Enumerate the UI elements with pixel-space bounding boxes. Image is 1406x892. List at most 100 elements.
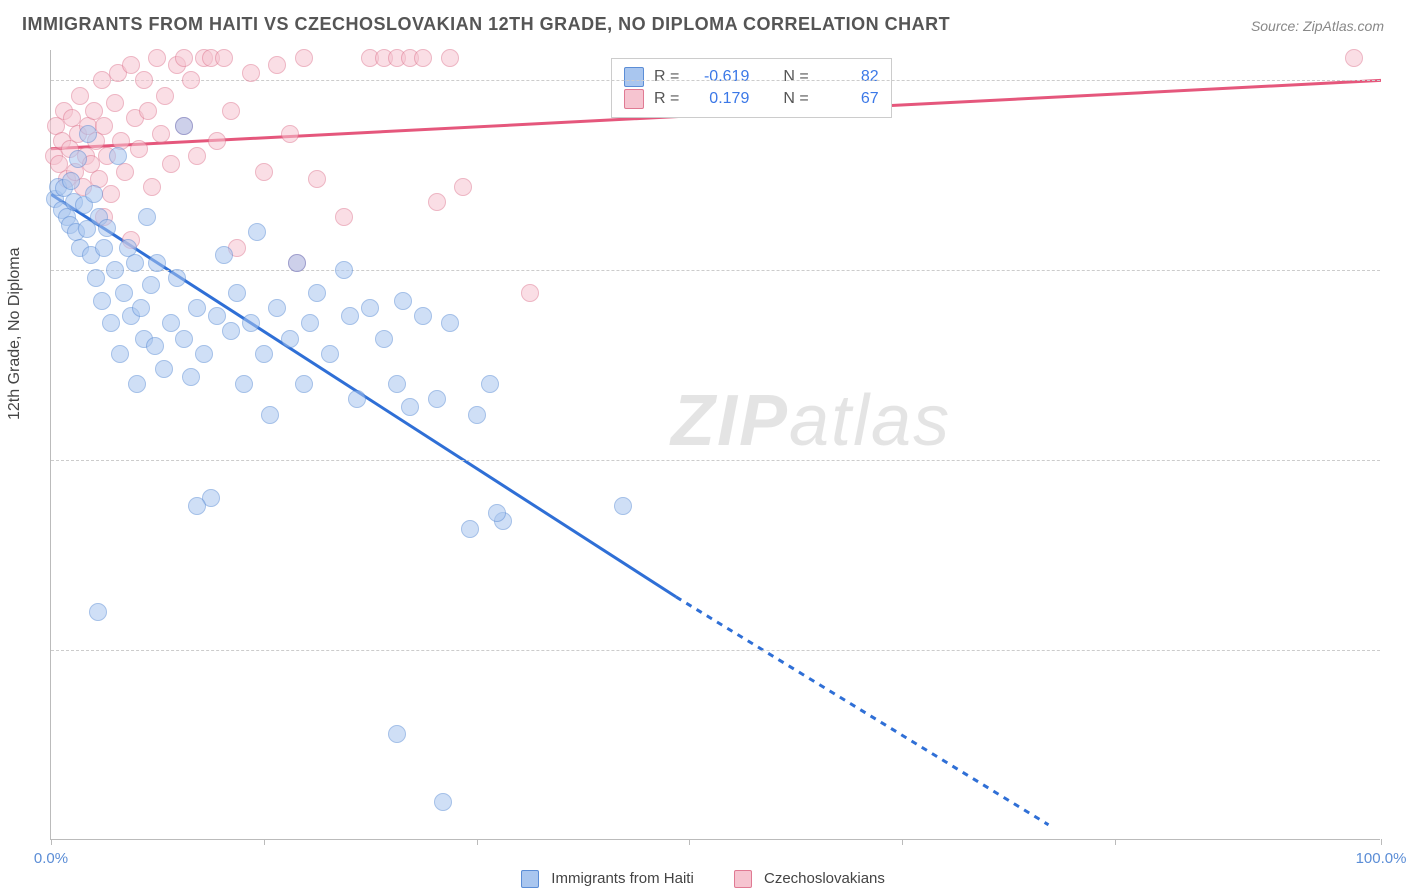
y-tick-label: 75.0% [1390, 452, 1406, 469]
data-point-haiti [106, 261, 124, 279]
data-point-czech [156, 87, 174, 105]
x-tick-mark [477, 839, 478, 845]
data-point-haiti [488, 504, 506, 522]
data-point-haiti [361, 299, 379, 317]
data-point-czech [122, 56, 140, 74]
correlation-row-haiti: R =-0.619N =82 [624, 67, 879, 87]
data-point-czech [162, 155, 180, 173]
r-label: R = [654, 90, 679, 108]
r-value: -0.619 [689, 68, 749, 86]
x-tick-label: 0.0% [34, 850, 68, 867]
data-point-haiti [188, 497, 206, 515]
x-axis-legend: Immigrants from Haiti Czechoslovakians [0, 870, 1406, 888]
data-point-haiti [95, 239, 113, 257]
data-point-czech [182, 71, 200, 89]
data-point-haiti [188, 299, 206, 317]
data-point-haiti [348, 390, 366, 408]
data-point-czech [268, 56, 286, 74]
data-point-haiti [215, 246, 233, 264]
data-point-haiti [109, 147, 127, 165]
data-point-czech [454, 178, 472, 196]
grid-line [51, 650, 1380, 651]
data-point-haiti [255, 345, 273, 363]
x-tick-label: 100.0% [1356, 850, 1406, 867]
y-tick-label: 62.5% [1390, 642, 1406, 659]
data-point-czech [143, 178, 161, 196]
data-point-czech [148, 49, 166, 67]
x-tick-mark [689, 839, 690, 845]
data-point-haiti [128, 375, 146, 393]
data-point-czech [152, 125, 170, 143]
legend-swatch-haiti [521, 870, 539, 888]
data-point-haiti [132, 299, 150, 317]
grid-line [51, 270, 1380, 271]
data-point-czech [116, 163, 134, 181]
data-point-haiti [335, 261, 353, 279]
data-point-haiti [138, 208, 156, 226]
r-value: 0.179 [689, 90, 749, 108]
data-point-haiti [468, 406, 486, 424]
data-point-czech [255, 163, 273, 181]
plot-area: ZIPatlas R =-0.619N =82R =0.179N =67 62.… [50, 50, 1380, 840]
data-point-czech [281, 125, 299, 143]
data-point-haiti [614, 497, 632, 515]
data-point-haiti [102, 314, 120, 332]
source-attribution: Source: ZipAtlas.com [1251, 18, 1384, 34]
data-point-haiti [195, 345, 213, 363]
data-point-czech [71, 87, 89, 105]
data-point-haiti [146, 337, 164, 355]
n-label: N = [783, 90, 808, 108]
y-tick-label: 100.0% [1390, 72, 1406, 89]
x-tick-mark [1115, 839, 1116, 845]
correlation-row-czech: R =0.179N =67 [624, 89, 879, 109]
data-point-haiti [388, 375, 406, 393]
data-point-haiti [208, 307, 226, 325]
data-point-haiti [148, 254, 166, 272]
legend-swatch-icon [624, 67, 644, 87]
y-axis-label: 12th Grade, No Diploma [6, 247, 24, 420]
data-point-czech [208, 132, 226, 150]
data-point-haiti [414, 307, 432, 325]
legend-item-haiti: Immigrants from Haiti [521, 870, 694, 888]
data-point-haiti [288, 254, 306, 272]
data-point-haiti [242, 314, 260, 332]
watermark: ZIPatlas [671, 380, 951, 462]
data-point-haiti [142, 276, 160, 294]
r-label: R = [654, 68, 679, 86]
legend-label-haiti: Immigrants from Haiti [551, 870, 694, 887]
y-tick-label: 87.5% [1390, 262, 1406, 279]
data-point-czech [95, 117, 113, 135]
data-point-haiti [175, 330, 193, 348]
data-point-haiti [235, 375, 253, 393]
data-point-czech [106, 94, 124, 112]
legend-swatch-czech [734, 870, 752, 888]
data-point-haiti [85, 185, 103, 203]
data-point-haiti [428, 390, 446, 408]
data-point-haiti [248, 223, 266, 241]
data-point-haiti [222, 322, 240, 340]
data-point-czech [428, 193, 446, 211]
data-point-haiti [401, 398, 419, 416]
data-point-czech [102, 185, 120, 203]
chart-title: IMMIGRANTS FROM HAITI VS CZECHOSLOVAKIAN… [22, 14, 950, 35]
data-point-haiti [155, 360, 173, 378]
data-point-czech [335, 208, 353, 226]
data-point-haiti [441, 314, 459, 332]
data-point-haiti [228, 284, 246, 302]
data-point-czech [222, 102, 240, 120]
legend-swatch-icon [624, 89, 644, 109]
data-point-haiti [93, 292, 111, 310]
x-tick-mark [1381, 839, 1382, 845]
data-point-haiti [115, 284, 133, 302]
data-point-haiti [295, 375, 313, 393]
correlation-legend: R =-0.619N =82R =0.179N =67 [611, 58, 892, 118]
data-point-haiti [434, 793, 452, 811]
data-point-haiti [268, 299, 286, 317]
data-point-haiti [126, 254, 144, 272]
data-point-haiti [341, 307, 359, 325]
x-tick-mark [264, 839, 265, 845]
data-point-czech [295, 49, 313, 67]
data-point-haiti [308, 284, 326, 302]
legend-label-czech: Czechoslovakians [764, 870, 885, 887]
x-tick-mark [902, 839, 903, 845]
